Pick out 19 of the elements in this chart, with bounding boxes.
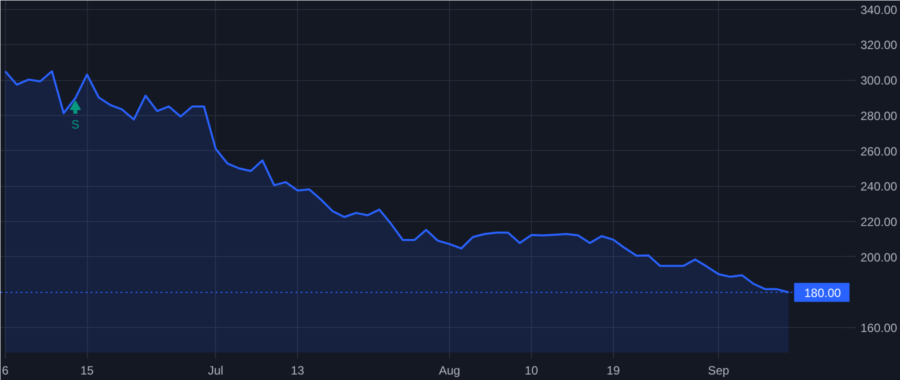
x-tick-label: 10 (524, 364, 538, 378)
x-tick-label: 6 (2, 364, 9, 378)
y-tick-label: 300.00 (860, 74, 898, 88)
y-tick-label: 240.00 (860, 180, 898, 194)
x-tick-label: 13 (290, 364, 305, 378)
ref-line-label: 180.00 (804, 286, 842, 300)
x-tick-label: 15 (80, 364, 94, 378)
x-tick-label: Sep (708, 364, 730, 378)
legend-label: S (71, 118, 80, 132)
x-tick-label: Jul (208, 364, 224, 378)
x-tick-label: Aug (438, 364, 460, 378)
y-tick-label: 160.00 (860, 321, 898, 336)
x-tick-label: 19 (606, 364, 620, 378)
y-tick-label: 260.00 (860, 144, 898, 158)
y-tick-label: 200.00 (860, 250, 898, 264)
y-tick-label: 220.00 (860, 215, 898, 230)
y-tick-label: 280.00 (860, 108, 898, 123)
y-tick-label: 340.00 (860, 2, 898, 17)
y-tick-label: 320.00 (860, 38, 898, 52)
